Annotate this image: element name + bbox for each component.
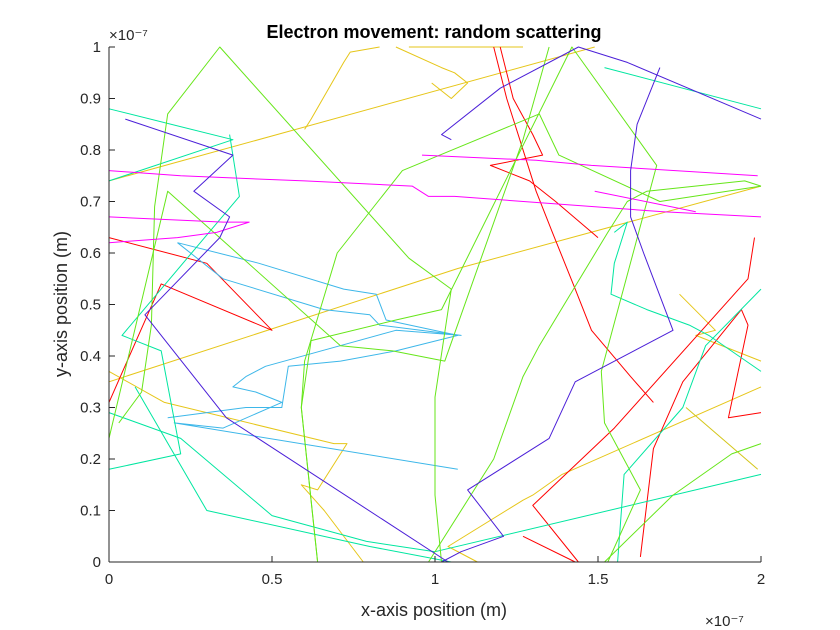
- series-line-9: [685, 407, 759, 470]
- x-tick-label: 1: [431, 571, 439, 588]
- series-line-16: [173, 242, 462, 470]
- y-axis-label: y-axis position (m): [51, 231, 71, 377]
- series-line-13: [522, 535, 576, 563]
- series-line-24: [617, 288, 762, 563]
- series-layer: [108, 46, 762, 563]
- y-axis-exponent: ×10⁻⁷: [109, 27, 148, 44]
- series-line-32: [108, 216, 250, 244]
- axes-layer: 0 0.5 1 1.5 2 0 0.1 0.2 0.3 0.4 0.5 0.6 0.7 0.8 0.9 1: [80, 39, 765, 588]
- series-line-11: [489, 46, 599, 238]
- series-line-26: [108, 46, 550, 439]
- series-line-30: [604, 443, 762, 563]
- y-tick-label: 0: [93, 554, 101, 571]
- series-line-28: [300, 113, 762, 563]
- y-tick-label: 0.2: [80, 451, 101, 468]
- series-line-18: [108, 108, 234, 182]
- series-line-4: [304, 46, 380, 130]
- y-tick-label: 0.6: [80, 245, 101, 262]
- y-tick-label: 0.1: [80, 503, 101, 520]
- series-line-6: [108, 370, 364, 563]
- series-line-37: [441, 67, 674, 563]
- y-tick-label: 0.9: [80, 91, 101, 108]
- series-line-29: [428, 180, 762, 563]
- series-line-21: [134, 386, 452, 563]
- x-tick-label: 0.5: [262, 571, 283, 588]
- series-line-35: [125, 118, 449, 563]
- series-line-17: [167, 242, 459, 419]
- y-tick-label: 0.7: [80, 194, 101, 211]
- x-tick-label: 2: [757, 571, 765, 588]
- series-line-20: [108, 412, 762, 553]
- series-line-22: [604, 67, 762, 110]
- x-tick-label: 0: [105, 571, 113, 588]
- series-line-27: [300, 46, 658, 563]
- chart-title: Electron movement: random scattering: [266, 22, 601, 42]
- x-tick-label: 1.5: [588, 571, 609, 588]
- series-line-12: [493, 46, 654, 403]
- y-tick-label: 0.3: [80, 400, 101, 417]
- y-tick-label: 1: [93, 39, 101, 56]
- x-axis-exponent: ×10⁻⁷: [705, 613, 744, 630]
- series-line-36: [441, 46, 762, 141]
- series-line-5: [395, 46, 469, 99]
- x-axis-label: x-axis position (m): [361, 600, 507, 620]
- series-line-33: [421, 154, 758, 177]
- y-tick-label: 0.8: [80, 142, 101, 159]
- series-line-7: [447, 386, 762, 563]
- series-line-34: [594, 190, 696, 213]
- series-line-2: [108, 46, 595, 182]
- series-line-23: [610, 221, 762, 372]
- series-line-25: [118, 46, 452, 563]
- series-line-19: [108, 134, 240, 470]
- series-line-31: [108, 170, 762, 218]
- y-tick-label: 0.4: [80, 348, 101, 365]
- series-line-8: [679, 293, 762, 362]
- series-line-10: [108, 237, 273, 403]
- series-line-14: [532, 237, 755, 563]
- series-line-1: [108, 185, 762, 383]
- y-tick-label: 0.5: [80, 297, 101, 314]
